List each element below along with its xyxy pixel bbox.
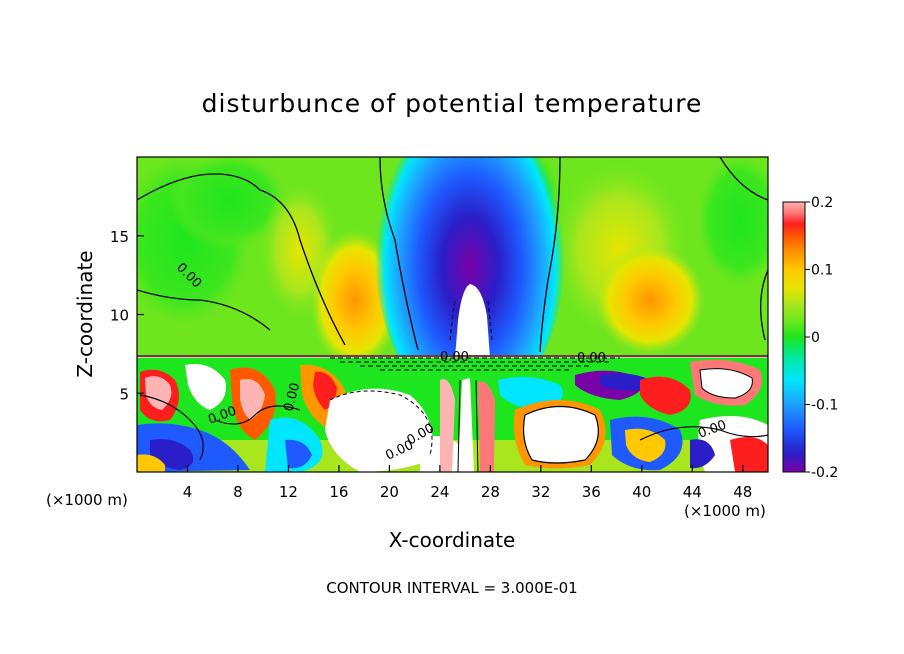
y-axis-ticks: 5 10 15 bbox=[110, 228, 144, 403]
x-unit-label-left: (×1000 m) bbox=[46, 491, 128, 509]
chart-title: disturbunce of potential temperature bbox=[202, 89, 703, 118]
y-tick-label: 15 bbox=[110, 228, 129, 246]
contour-interval-text: CONTOUR INTERVAL = 3.000E-01 bbox=[326, 579, 577, 597]
x-tick-label: 12 bbox=[279, 483, 298, 501]
colorbar-ticks: 0.2 0.1 0 -0.1 -0.2 bbox=[805, 195, 838, 481]
colorbar bbox=[782, 201, 806, 473]
colorbar-tick-label: 0.1 bbox=[811, 263, 833, 279]
colorbar-tick-label: -0.1 bbox=[811, 398, 838, 414]
x-tick-label: 36 bbox=[582, 483, 601, 501]
x-axis-label: X-coordinate bbox=[389, 528, 516, 552]
colorbar-tick-label: 0.2 bbox=[811, 195, 833, 211]
x-tick-label: 8 bbox=[233, 483, 243, 501]
colorbar-tick-label: -0.2 bbox=[811, 465, 838, 481]
colorbar-tick-label: 0 bbox=[811, 330, 820, 346]
x-tick-label: 24 bbox=[430, 483, 449, 501]
contour-label: 0.00 bbox=[577, 351, 606, 366]
x-unit-label-right: (×1000 m) bbox=[684, 502, 766, 520]
x-tick-label: 28 bbox=[481, 483, 500, 501]
x-tick-label: 44 bbox=[683, 483, 702, 501]
x-tick-label: 48 bbox=[733, 483, 752, 501]
contour-label: 0.00 bbox=[440, 350, 469, 365]
x-tick-label: 20 bbox=[380, 483, 399, 501]
plot-field bbox=[137, 157, 768, 472]
x-axis-ticks: 4 8 12 16 20 24 28 32 36 40 44 48 bbox=[183, 465, 752, 501]
x-tick-label: 16 bbox=[329, 483, 348, 501]
x-tick-label: 32 bbox=[531, 483, 550, 501]
contour-label: 0.00 bbox=[281, 381, 303, 413]
y-tick-label: 5 bbox=[119, 385, 129, 403]
x-tick-label: 40 bbox=[632, 483, 651, 501]
x-tick-label: 4 bbox=[183, 483, 193, 501]
y-tick-label: 10 bbox=[110, 307, 129, 325]
y-axis-label: Z-coordinate bbox=[73, 250, 97, 377]
